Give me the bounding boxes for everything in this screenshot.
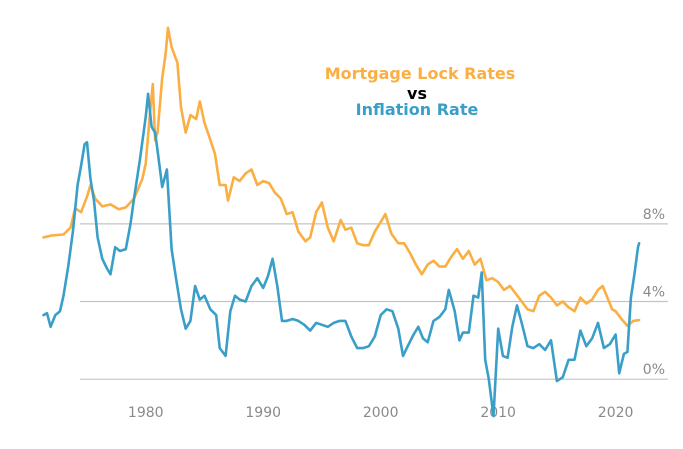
y-tick-label: 4% (643, 285, 665, 301)
series-line-mortgage (42, 26, 641, 328)
series-line-inflation (42, 92, 641, 418)
x-tick-label: 2000 (363, 405, 399, 421)
x-tick-label: 2010 (480, 405, 516, 421)
y-tick-label: 0% (643, 362, 665, 378)
title-inflation: Inflation Rate (356, 100, 479, 119)
x-axis-labels: 1980 1990 2000 2010 2020 (128, 405, 634, 421)
x-tick-label: 1980 (128, 405, 164, 421)
gridlines (80, 223, 668, 380)
y-tick-label: 8% (643, 207, 665, 223)
title-mortgage: Mortgage Lock Rates (325, 64, 516, 83)
y-axis-labels: 8% 4% 0% (643, 207, 665, 378)
chart-title: Mortgage Lock Rates vs Inflation Rate (325, 64, 516, 119)
x-tick-label: 1990 (245, 405, 281, 421)
x-tick-label: 2020 (598, 405, 634, 421)
series-lines (42, 26, 641, 418)
title-vs: vs (407, 84, 427, 103)
